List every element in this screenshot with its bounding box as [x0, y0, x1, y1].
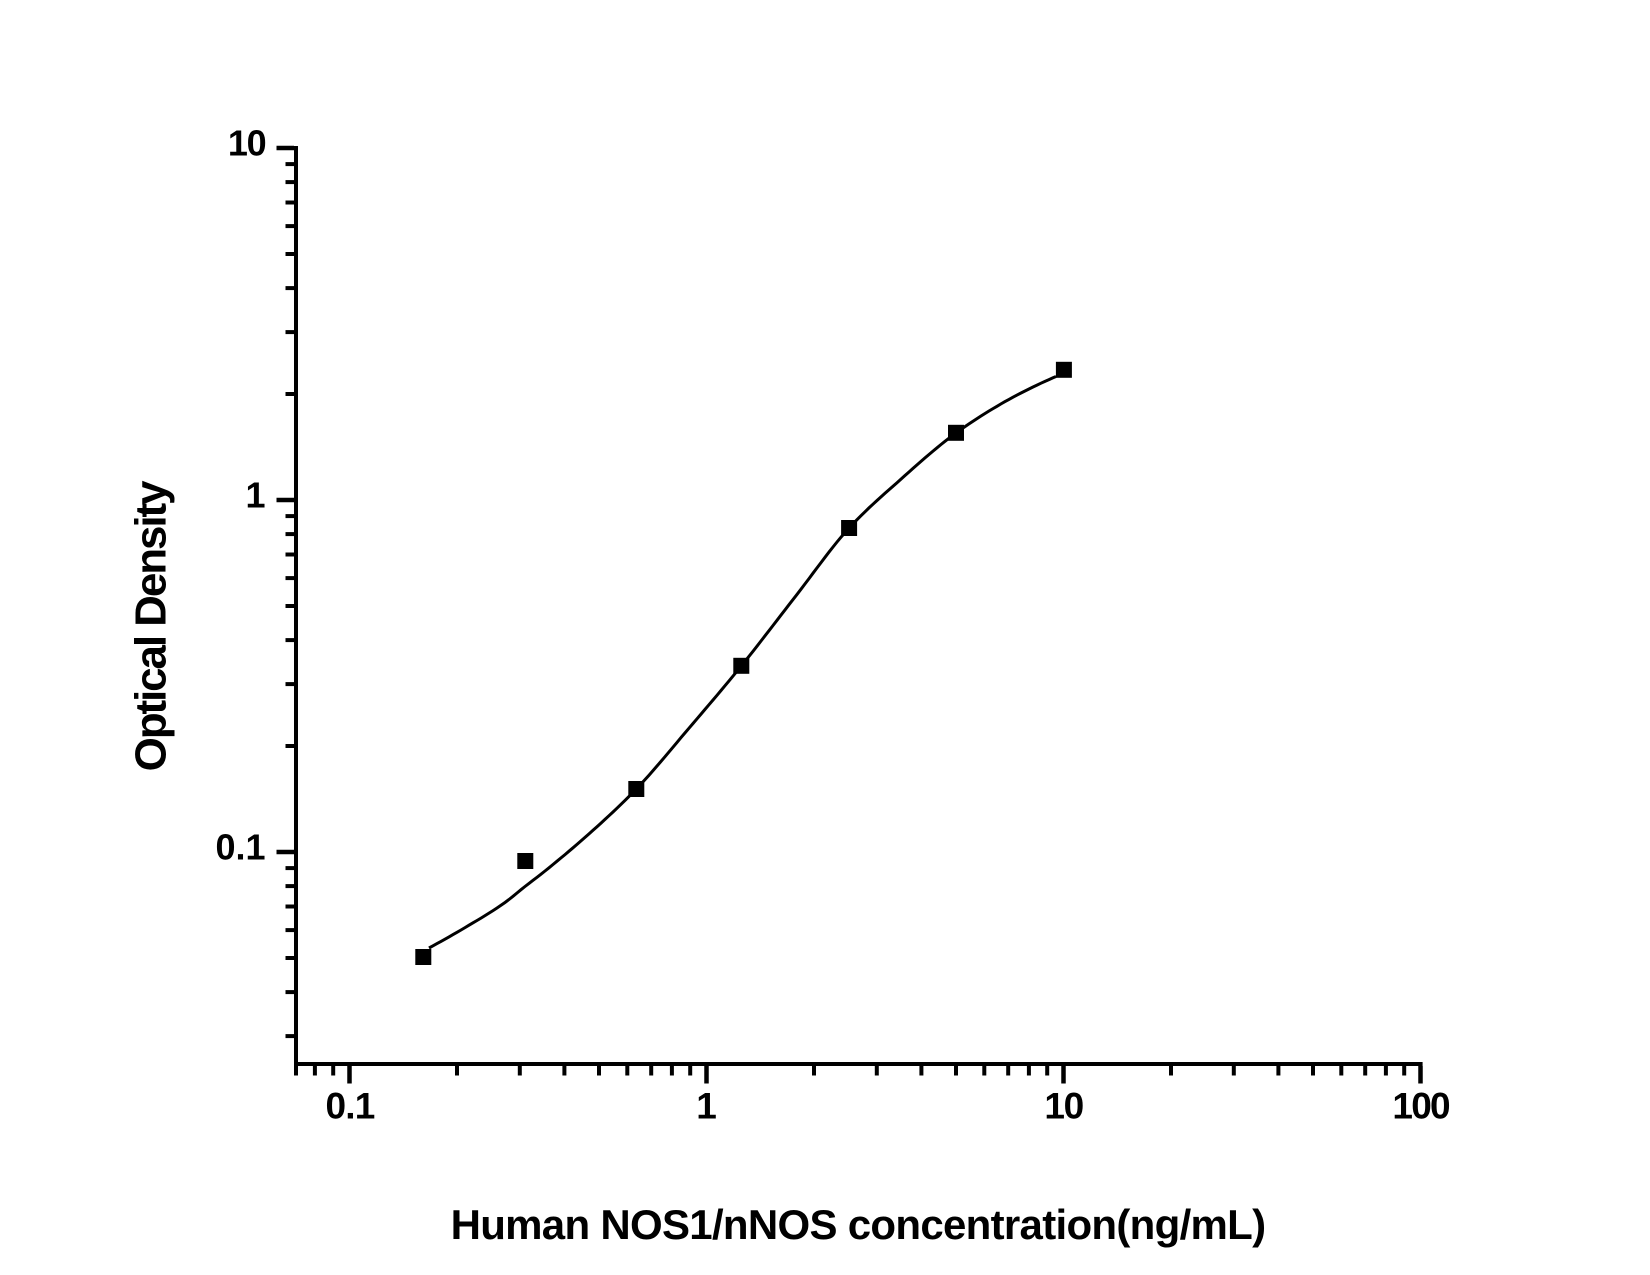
svg-text:Optical Density: Optical Density [127, 480, 176, 771]
svg-text:Human NOS1/nNOS concentration(: Human NOS1/nNOS concentration(ng/mL) [451, 1201, 1266, 1248]
svg-text:100: 100 [1392, 1086, 1450, 1127]
svg-text:10: 10 [1044, 1086, 1083, 1127]
svg-text:0.1: 0.1 [215, 827, 265, 868]
svg-text:1: 1 [696, 1086, 717, 1127]
svg-text:0.1: 0.1 [325, 1086, 374, 1127]
svg-text:1: 1 [245, 475, 265, 516]
svg-text:10: 10 [228, 123, 266, 164]
